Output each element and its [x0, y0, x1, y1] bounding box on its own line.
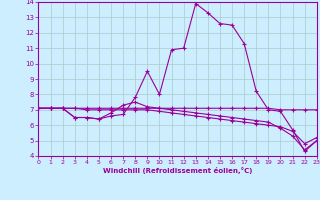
X-axis label: Windchill (Refroidissement éolien,°C): Windchill (Refroidissement éolien,°C)	[103, 167, 252, 174]
